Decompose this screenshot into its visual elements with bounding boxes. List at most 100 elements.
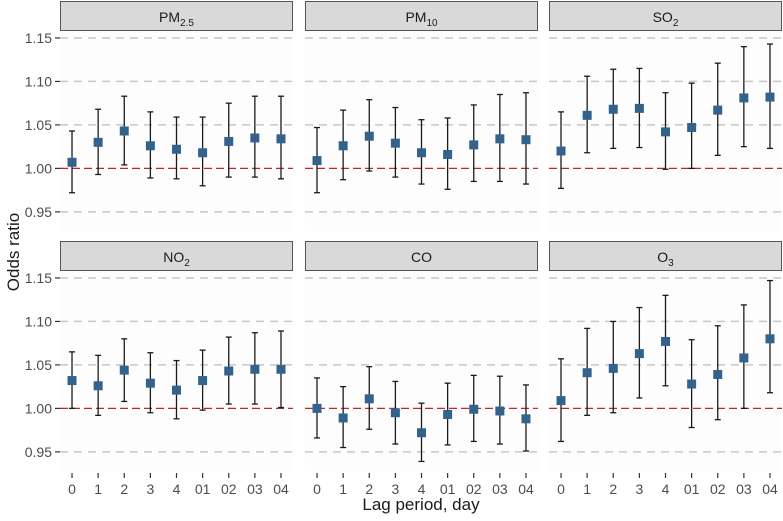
- facet-strip: [305, 241, 538, 271]
- data-point: [119, 126, 129, 136]
- data-point: [417, 428, 426, 438]
- data-point: [765, 92, 775, 102]
- panel-o3: O30 1 2 3 4 01 02 03 04: [549, 241, 782, 497]
- panel-co: CO0 1 2 3 4 01 02 03 04: [305, 241, 538, 497]
- data-point: [582, 110, 592, 120]
- data-point: [250, 364, 260, 374]
- x-tick-label: 2: [120, 481, 128, 497]
- x-tick-label: 01: [195, 481, 211, 497]
- data-point: [582, 368, 592, 378]
- x-tick-label: 04: [273, 481, 289, 497]
- data-point: [469, 404, 479, 414]
- y-tick-label: 1.10: [25, 73, 52, 89]
- y-tick-label: 1.15: [25, 30, 52, 46]
- data-point: [364, 131, 374, 141]
- data-point: [556, 146, 566, 156]
- data-point: [739, 93, 749, 103]
- data-point: [661, 127, 670, 137]
- data-point: [312, 156, 322, 166]
- data-point: [443, 149, 453, 159]
- facet-label: SO2: [653, 9, 679, 29]
- y-tick-label: 1.05: [25, 357, 52, 373]
- facet-label: NO2: [163, 249, 190, 269]
- data-point: [634, 103, 644, 113]
- x-tick-label: 04: [762, 481, 778, 497]
- data-point: [521, 414, 531, 424]
- x-tick-label: 4: [418, 481, 426, 497]
- data-point: [390, 408, 400, 418]
- data-point: [276, 364, 286, 374]
- data-point: [469, 140, 479, 150]
- x-axis-label: Lag period, day: [362, 495, 480, 514]
- facet-strip: [60, 1, 293, 31]
- x-tick-label: 03: [492, 481, 508, 497]
- data-point: [739, 353, 749, 363]
- x-tick-label: 3: [146, 481, 154, 497]
- data-point: [443, 409, 453, 419]
- data-point: [687, 379, 697, 389]
- panel-pm10: PM10: [305, 1, 538, 231]
- data-point: [390, 138, 400, 148]
- facet-strip: [305, 1, 538, 31]
- data-point: [608, 104, 618, 114]
- x-tick-label: 2: [365, 481, 373, 497]
- x-tick-label: 3: [391, 481, 399, 497]
- data-point: [608, 363, 618, 373]
- data-point: [67, 376, 77, 386]
- data-point: [119, 365, 129, 375]
- data-point: [765, 334, 775, 344]
- facet-strip: [549, 1, 782, 31]
- facet-strip: [549, 241, 782, 271]
- data-point: [198, 376, 208, 386]
- x-tick-label: 4: [662, 481, 670, 497]
- data-point: [93, 137, 103, 147]
- data-point: [312, 403, 322, 413]
- data-point: [93, 381, 103, 391]
- y-tick-label: 0.95: [25, 444, 52, 460]
- x-tick-label: 03: [736, 481, 752, 497]
- y-tick-label: 1.15: [25, 270, 52, 286]
- x-tick-label: 1: [339, 481, 347, 497]
- data-point: [417, 148, 426, 158]
- y-axis-label: Odds ratio: [4, 213, 23, 291]
- data-point: [634, 349, 644, 359]
- facet-label: O3: [657, 249, 674, 269]
- data-point: [364, 394, 374, 404]
- data-point: [250, 133, 260, 143]
- data-point: [338, 141, 348, 151]
- y-tick-label: 1.10: [25, 313, 52, 329]
- data-point: [198, 148, 208, 158]
- x-tick-label: 4: [173, 481, 181, 497]
- data-point: [687, 123, 697, 133]
- y-tick-label: 1.00: [25, 160, 52, 176]
- x-tick-label: 0: [313, 481, 321, 497]
- data-point: [224, 136, 234, 146]
- x-tick-label: 02: [710, 481, 726, 497]
- x-tick-label: 3: [635, 481, 643, 497]
- y-tick-label: 0.95: [25, 204, 52, 220]
- data-point: [145, 378, 155, 388]
- data-point: [556, 396, 566, 406]
- facet-strip: [60, 241, 293, 271]
- panel-so2: SO2: [549, 1, 782, 231]
- data-point: [338, 413, 348, 423]
- x-tick-label: 1: [583, 481, 591, 497]
- data-point: [661, 336, 670, 346]
- data-point: [495, 134, 505, 144]
- x-tick-label: 03: [247, 481, 263, 497]
- x-tick-label: 01: [440, 481, 456, 497]
- facet-label: PM2.5: [159, 9, 194, 29]
- x-tick-label: 02: [466, 481, 482, 497]
- x-tick-label: 0: [557, 481, 565, 497]
- data-point: [172, 385, 181, 395]
- data-point: [276, 134, 286, 144]
- panel-pm25: PM2.5 0.95 1.00 1.05 1.10 1.15: [25, 1, 293, 231]
- x-tick-label: 02: [221, 481, 237, 497]
- data-point: [713, 105, 723, 115]
- facet-label: PM10: [405, 9, 438, 29]
- data-point: [67, 157, 77, 167]
- facet-label: CO: [411, 249, 432, 265]
- data-point: [172, 144, 181, 154]
- data-point: [713, 369, 723, 379]
